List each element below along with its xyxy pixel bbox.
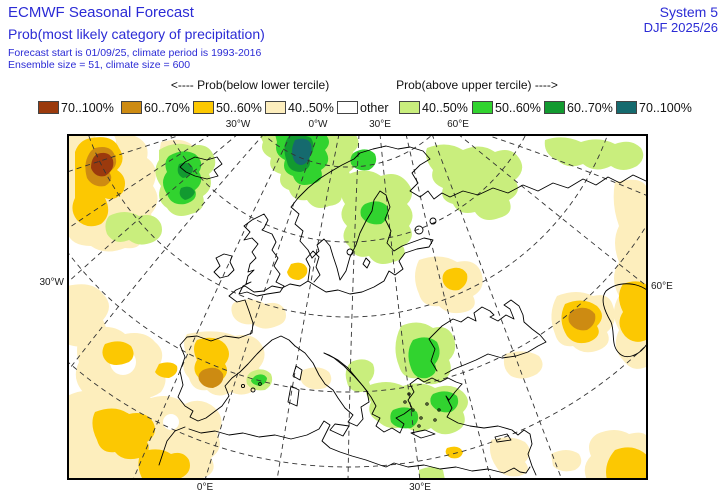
legend-label: 70..100%: [61, 100, 114, 115]
legend-item-other: other: [337, 100, 389, 115]
axis-label-left-30w: 30°W: [39, 277, 64, 288]
legend-swatch-below-60-70: [121, 101, 142, 114]
legend-item-above-70-100: 70..100%: [616, 100, 692, 115]
legend-item-above-40-50: 40..50%: [399, 100, 468, 115]
legend-item-above-60-70: 60..70%: [544, 100, 613, 115]
legend-label: 70..100%: [639, 100, 692, 115]
axis-label-top-0w: 0°W: [308, 119, 328, 130]
legend-swatch-other: [337, 101, 358, 114]
legend-item-above-50-60: 50..60%: [472, 100, 541, 115]
legend-item-below-60-70: 60..70%: [121, 100, 190, 115]
legend-below-title: <---- Prob(below lower tercile): [170, 78, 330, 92]
axis-label-right-60e: 60°E: [651, 281, 673, 292]
header-right: System 5 DJF 2025/26: [644, 4, 718, 35]
axis-label-top-30e: 30°E: [369, 119, 391, 130]
graticule: [67, 134, 648, 480]
legend-swatch-above-50-60: [472, 101, 493, 114]
legend-item-below-40-50: 40..50%: [265, 100, 334, 115]
legend-label: 60..70%: [567, 100, 613, 115]
legend-swatch-above-70-100: [616, 101, 637, 114]
ensemble-size-line: Ensemble size = 51, climate size = 600: [8, 59, 191, 71]
legend-label: 50..60%: [216, 100, 262, 115]
legend-swatch-below-40-50: [265, 101, 286, 114]
map-frame: [67, 134, 648, 480]
legend-swatch-below-70-100: [38, 101, 59, 114]
legend-above-title: Prob(above upper tercile) ---->: [396, 78, 558, 92]
system-label: System 5: [659, 4, 718, 20]
legend-swatch-above-60-70: [544, 101, 565, 114]
axis-label-top-60e: 60°E: [447, 119, 469, 130]
axis-label-top-30w: 30°W: [225, 119, 251, 130]
legend-label: 50..60%: [495, 100, 541, 115]
season-label: DJF 2025/26: [643, 20, 718, 35]
page-subtitle: Prob(most likely category of precipitati…: [8, 26, 265, 42]
legend-swatch-below-50-60: [193, 101, 214, 114]
legend-swatch-above-40-50: [399, 101, 420, 114]
legend-label: 40..50%: [288, 100, 334, 115]
page-title: ECMWF Seasonal Forecast: [8, 4, 194, 21]
coastlines: [158, 145, 648, 476]
precipitation-blobs: [67, 134, 648, 480]
legend-label: 60..70%: [144, 100, 190, 115]
legend-label: 40..50%: [422, 100, 468, 115]
forecast-map: [67, 134, 648, 480]
forecast-start-line: Forecast start is 01/09/25, climate peri…: [8, 47, 262, 59]
legend-label: other: [360, 100, 389, 115]
legend-item-below-70-100: 70..100%: [38, 100, 114, 115]
legend-item-below-50-60: 50..60%: [193, 100, 262, 115]
axis-label-bottom-0e: 0°E: [196, 482, 214, 493]
axis-label-bottom-30e: 30°E: [409, 482, 431, 493]
